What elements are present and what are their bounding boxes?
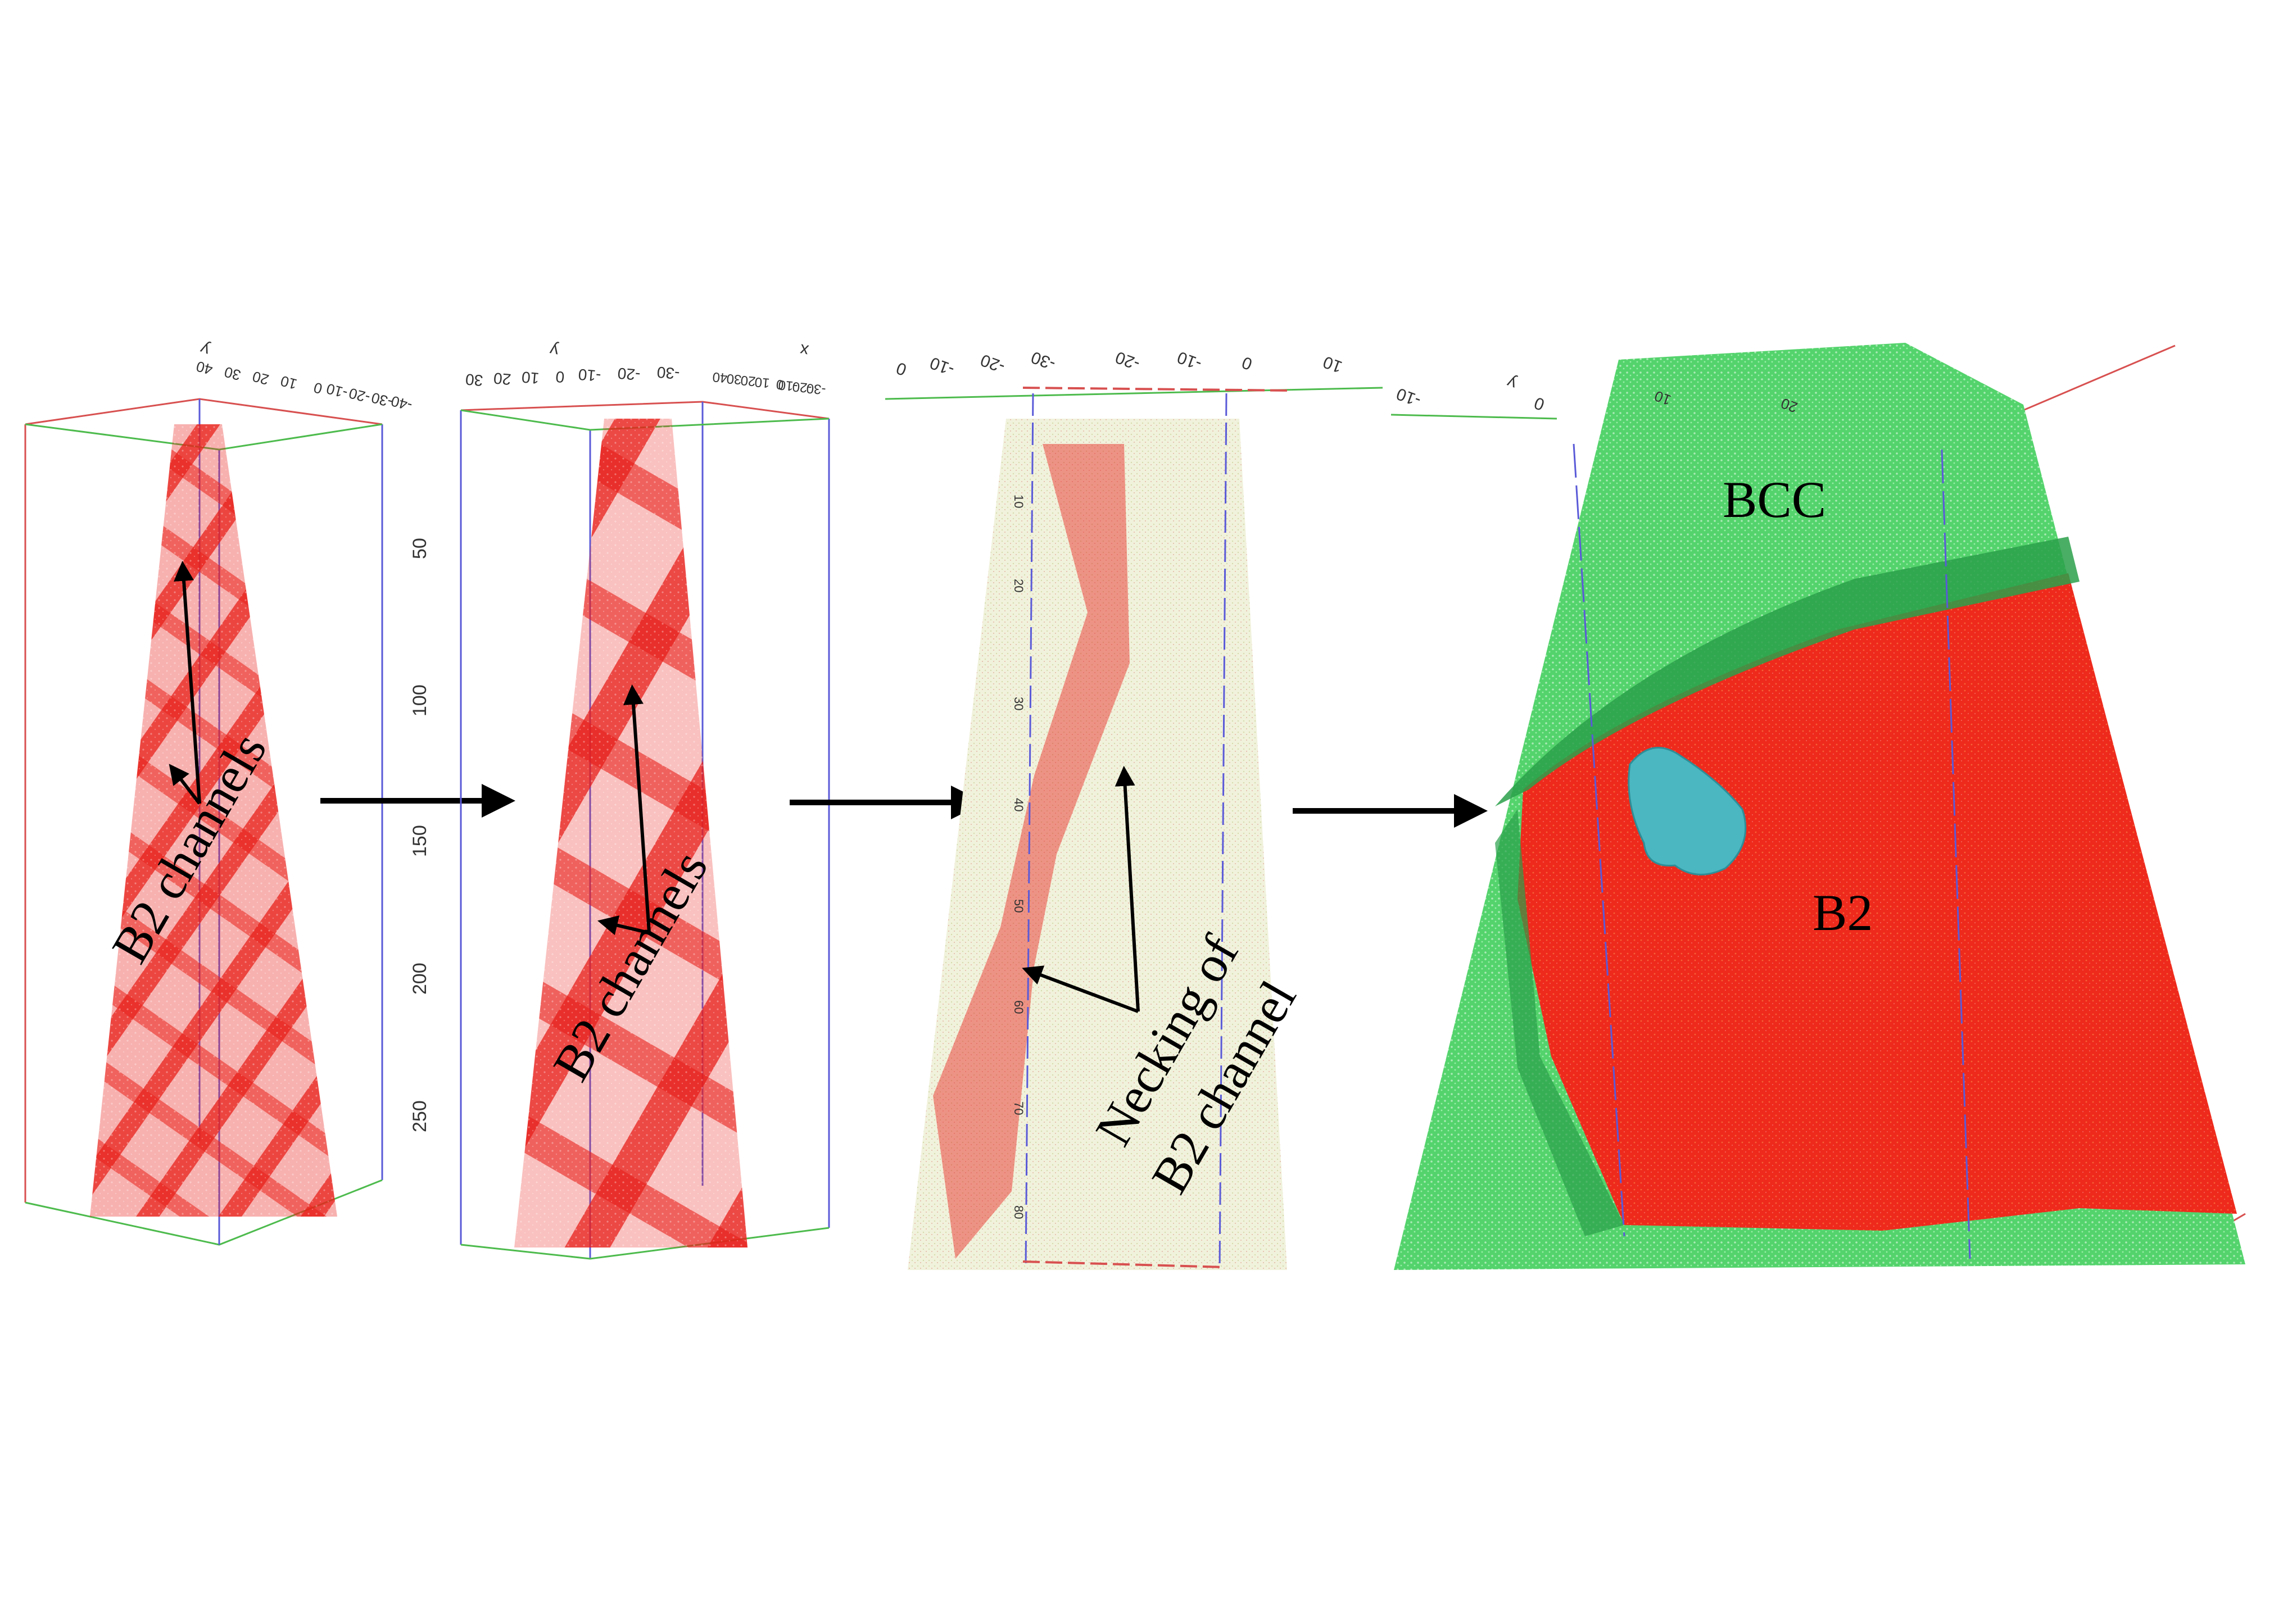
- panel-3-top-tick: -20: [1113, 348, 1142, 374]
- panel-3-inner-tick: 10: [1012, 495, 1026, 508]
- panel-1-side-tick: 150: [409, 825, 431, 857]
- panel-3-top-tick: 0: [894, 359, 909, 379]
- panel-2-top-tick: 10: [521, 368, 540, 387]
- svg-text:y: y: [1505, 373, 1519, 393]
- panel-2-top-tick: 0: [555, 368, 565, 386]
- panel-1-side-tick: 50: [409, 538, 431, 559]
- panel-3-top-tick: -10: [1175, 348, 1204, 374]
- panel-3-top-tick: 10: [1321, 352, 1345, 376]
- panel-3-inner-axis: 10 20 30 40 50 60 70 80: [1012, 495, 1026, 1219]
- panel-3-inner-tick: 80: [1012, 1205, 1026, 1219]
- panel-2-annotation-arrow: [623, 684, 651, 933]
- panel-2-top-tick: -10: [578, 365, 602, 384]
- panel-3-inner-tick: 20: [1012, 579, 1026, 592]
- panel-2-top-tick: 10: [754, 374, 771, 391]
- panel-1-top-tick: 0: [312, 379, 324, 397]
- panel-1-top-tick: -20: [347, 384, 372, 406]
- panel-3: 0 -10 -20 -30 -20 -10 0 10 10 20 30 40 5…: [885, 348, 1383, 1271]
- svg-text:x: x: [799, 341, 810, 360]
- panel-4-b2-label: B2: [1813, 884, 1873, 941]
- panel-1: y 40 30 20 10 0 -10 -20 -30 -40 50 100 1…: [24, 339, 431, 1246]
- panel-4-interface: [1495, 537, 2080, 806]
- panel-2-top-tick: -30: [656, 363, 681, 382]
- svg-text:y: y: [198, 339, 212, 359]
- panel-3-top-tick: -10: [927, 353, 957, 379]
- panel-2-top-tick: -10: [778, 377, 799, 394]
- panel-2-top-tick: -30: [806, 380, 827, 397]
- panel-2-top-tick: 30: [465, 370, 484, 389]
- panel-2-top-tick: 20: [740, 373, 757, 389]
- panel-1-side-axis: 50 100 150 200 250: [409, 538, 431, 1132]
- panel-1-annotation-arrow: [174, 560, 201, 804]
- panel-3-inner-tick: 70: [1012, 1101, 1026, 1115]
- panel-1-side-tick: 100: [409, 684, 431, 716]
- panel-1-side-tick: 250: [409, 1100, 431, 1132]
- panel-3-top-tick: -20: [978, 351, 1007, 376]
- panel-2-top-tick: 20: [493, 369, 512, 388]
- panel-3-inner-tick: 50: [1012, 899, 1026, 913]
- panel-3-top-tick: 0: [1239, 353, 1254, 374]
- panel-4-precipitate: [1628, 747, 1747, 875]
- panel-3-inner-tick: 60: [1012, 1000, 1026, 1014]
- panel-1-top-tick: 20: [251, 368, 271, 388]
- panel-4-top-tick: -10: [1394, 384, 1423, 410]
- svg-text:y: y: [549, 341, 560, 360]
- panel-3-top-axis: 0 -10 -20 -30 -20 -10 0 10: [894, 348, 1344, 379]
- panel-1-top-tick: 30: [223, 364, 243, 384]
- panel-2-top-tick: -20: [617, 364, 641, 383]
- panel-3-inner-tick: 40: [1012, 798, 1026, 811]
- panel-3-necking-b2-channel: [933, 444, 1130, 1259]
- panel-1-top-tick: -40: [389, 392, 414, 414]
- panel-1-top-tick: 10: [279, 373, 299, 393]
- panel-4-top-tick: 0: [1532, 393, 1547, 414]
- panel-3-inner-tick: 30: [1012, 697, 1026, 710]
- panel-4-bcc-label: BCC: [1723, 471, 1826, 528]
- panel-3-sample-cone: [908, 419, 1287, 1270]
- panel-2-top-tick: 40: [712, 369, 728, 385]
- panel-3-annotation-arrow: [1022, 965, 1139, 1013]
- panel-2-top-axis: y 30 20 10 0 -10 -20 -30 x 40 30 20 10 0…: [465, 341, 827, 397]
- panel-2-top-tick: -20: [792, 379, 813, 396]
- panel-1-top-tick: -10: [324, 380, 349, 402]
- panel-3-annotation-arrow: [1115, 765, 1140, 1012]
- panel-2: y 30 20 10 0 -10 -20 -30 x 40 30 20 10 0…: [460, 341, 830, 1260]
- panel-1-side-tick: 200: [409, 963, 431, 995]
- panel-2-top-tick: 30: [726, 371, 742, 387]
- panel-4-b2-phase: [1518, 573, 2237, 1231]
- panel-4: -10 y 0 10 20 BCC B2: [1390, 343, 2246, 1270]
- panel-1-annotation-arrow: [169, 764, 201, 805]
- panel-2-top-tick: 0: [776, 376, 785, 392]
- panel-3-top-tick: -30: [1029, 348, 1058, 374]
- panel-1-top-tick: 40: [194, 358, 215, 378]
- panel-2-annotation-arrow: [597, 915, 650, 936]
